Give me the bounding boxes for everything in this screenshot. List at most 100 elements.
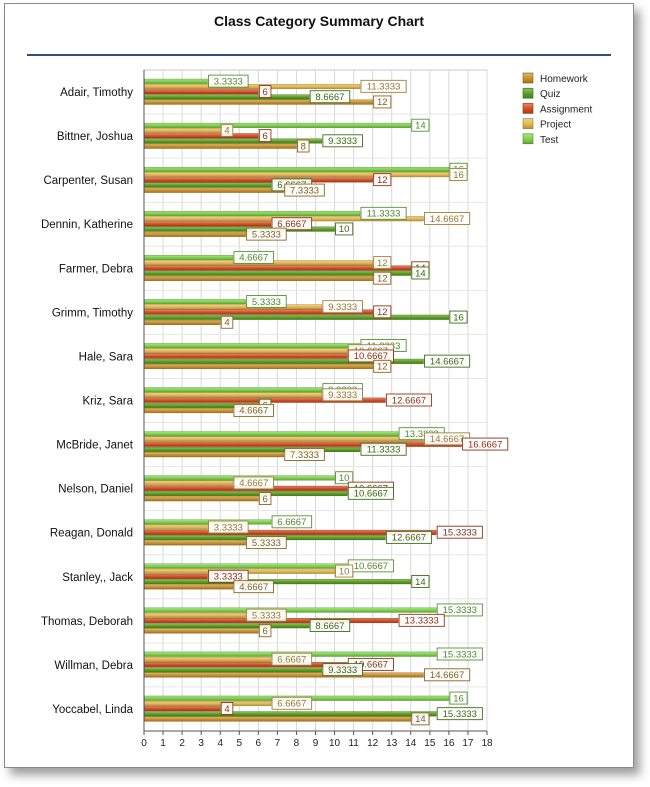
data-label-box bbox=[373, 173, 392, 187]
data-label-quiz-12: 8.6667 bbox=[315, 621, 344, 632]
data-label-test-0: 3.3333 bbox=[214, 76, 243, 87]
data-label-project-2: 16 bbox=[453, 170, 464, 181]
data-label-box bbox=[436, 647, 483, 661]
data-label-assignment-10: 15.3333 bbox=[443, 528, 477, 539]
legend-label-homework: Homework bbox=[540, 74, 589, 85]
data-label-box bbox=[347, 486, 394, 500]
bar-test-5 bbox=[144, 299, 246, 305]
bar-test-0 bbox=[144, 78, 208, 84]
data-label-box bbox=[436, 525, 483, 539]
data-label-homework-4: 12 bbox=[377, 274, 388, 285]
data-label-project-11: 10 bbox=[339, 566, 350, 577]
x-tick-label: 8 bbox=[294, 738, 300, 749]
bar-project-1 bbox=[144, 128, 221, 134]
data-label-box bbox=[424, 354, 471, 368]
x-tick-label: 1 bbox=[160, 738, 166, 749]
data-label-box bbox=[208, 569, 249, 583]
data-label-test-8: 13.3333 bbox=[405, 429, 439, 440]
bar-assignment-13 bbox=[144, 662, 348, 668]
bar-assignment-14 bbox=[144, 706, 221, 712]
x-tick-label: 13 bbox=[386, 738, 398, 749]
data-label-box bbox=[424, 668, 471, 682]
bar-homework-4 bbox=[144, 275, 373, 281]
bar-project-9 bbox=[144, 480, 234, 486]
data-label-quiz-1: 9.3333 bbox=[328, 136, 357, 147]
data-label-project-8: 14.6667 bbox=[430, 434, 464, 445]
data-label-box bbox=[233, 580, 274, 594]
data-label-box bbox=[360, 442, 407, 456]
bar-project-13 bbox=[144, 656, 272, 662]
data-label-homework-10: 5.3333 bbox=[252, 538, 281, 549]
data-label-box bbox=[335, 564, 354, 578]
data-label-box bbox=[411, 118, 430, 132]
x-tick-label: 16 bbox=[443, 738, 455, 749]
data-label-test-10: 6.6667 bbox=[277, 517, 306, 528]
data-label-box bbox=[233, 250, 274, 264]
data-label-box bbox=[360, 206, 407, 220]
bar-project-12 bbox=[144, 612, 246, 618]
category-label: Stanley,, Jack bbox=[62, 572, 133, 584]
data-label-box bbox=[373, 359, 392, 373]
data-label-quiz-3: 10 bbox=[339, 224, 350, 235]
x-tick-label: 15 bbox=[424, 738, 436, 749]
data-label-assignment-11: 3.3333 bbox=[214, 572, 243, 583]
data-label-assignment-3: 6.6667 bbox=[277, 219, 306, 230]
category-labels: Adair, Timothy Bittner, Joshua Carpenter, … bbox=[41, 87, 134, 716]
data-label-test-13: 15.3333 bbox=[443, 649, 477, 660]
bar-project-8 bbox=[144, 436, 424, 442]
bar-homework-7 bbox=[144, 408, 234, 414]
bar-quiz-9 bbox=[144, 491, 348, 497]
data-label-box bbox=[296, 139, 310, 153]
legend-label-quiz: Quiz bbox=[540, 89, 561, 100]
title-rule bbox=[27, 54, 611, 56]
data-label-homework-0: 12 bbox=[377, 97, 388, 108]
category-label: Farmer, Debra bbox=[59, 263, 134, 275]
data-label-box bbox=[271, 217, 313, 231]
data-label-project-0: 11.3333 bbox=[367, 82, 401, 93]
data-label-test-3: 11.3333 bbox=[367, 209, 401, 220]
data-label-box bbox=[322, 388, 363, 402]
data-label-quiz-0: 8.6667 bbox=[315, 92, 344, 103]
data-label-box bbox=[360, 79, 407, 93]
bar-homework-11 bbox=[144, 584, 234, 590]
data-label-homework-2: 7.3333 bbox=[290, 185, 319, 196]
data-label-box bbox=[449, 691, 468, 705]
data-label-box bbox=[347, 349, 394, 363]
category-label: Reagan, Donald bbox=[50, 528, 133, 540]
data-label-box bbox=[271, 696, 313, 710]
x-tick-label: 18 bbox=[481, 738, 493, 749]
data-label-box bbox=[208, 74, 249, 88]
x-tick-label: 7 bbox=[275, 738, 281, 749]
x-tick-label: 5 bbox=[236, 738, 242, 749]
data-label-homework-1: 8 bbox=[301, 141, 306, 152]
data-label-homework-14: 14 bbox=[415, 714, 426, 725]
x-tick-label: 14 bbox=[405, 738, 417, 749]
data-label-assignment-5: 12 bbox=[377, 307, 388, 318]
data-label-box bbox=[309, 619, 351, 632]
bar-homework-1 bbox=[144, 143, 297, 149]
bar-test-1 bbox=[144, 122, 411, 128]
data-label-box bbox=[271, 652, 313, 666]
bar-quiz-2 bbox=[144, 182, 272, 188]
bar-test-4 bbox=[144, 255, 234, 261]
x-tick-label: 4 bbox=[217, 738, 223, 749]
data-label-assignment-2: 12 bbox=[377, 175, 388, 186]
data-label-box bbox=[246, 536, 287, 550]
data-label-box bbox=[271, 515, 313, 529]
data-label-project-9: 4.6667 bbox=[239, 478, 268, 489]
data-label-test-5: 5.3333 bbox=[252, 297, 281, 308]
category-label: Thomas, Deborah bbox=[41, 616, 133, 628]
data-label-box bbox=[385, 393, 433, 407]
data-label-box bbox=[220, 123, 234, 137]
bar-project-14 bbox=[144, 700, 272, 706]
bar-test-7 bbox=[144, 387, 323, 393]
data-label-test-11: 10.6667 bbox=[354, 561, 388, 572]
bar-project-7 bbox=[144, 392, 323, 398]
x-tick-label: 0 bbox=[141, 738, 147, 749]
legend: Homework Quiz Assignment Project Test bbox=[522, 72, 592, 146]
data-label-project-1: 4 bbox=[224, 126, 229, 137]
bar-project-6 bbox=[144, 348, 348, 354]
data-label-test-9: 10 bbox=[339, 473, 350, 484]
data-label-assignment-1: 6 bbox=[262, 131, 267, 142]
legend-label-project: Project bbox=[540, 120, 571, 131]
